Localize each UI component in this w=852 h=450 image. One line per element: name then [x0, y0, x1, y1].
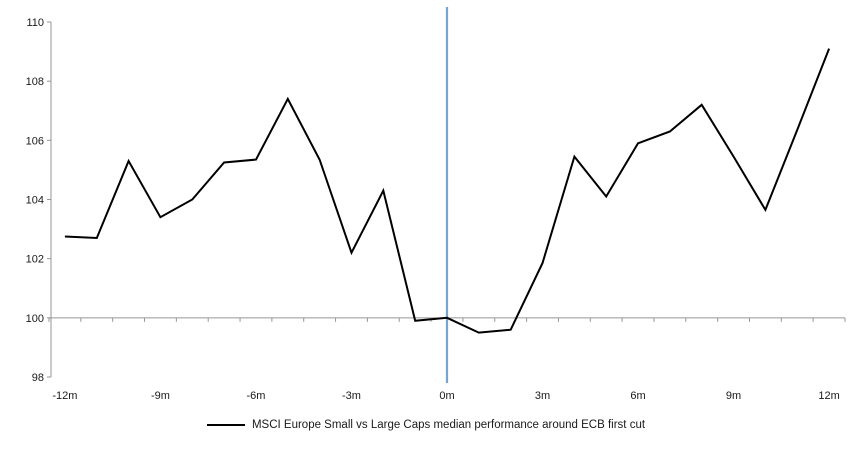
y-axis-tick-label: 98: [32, 372, 44, 384]
x-axis-tick-label: 0m: [439, 390, 454, 402]
y-axis-tick-label: 102: [26, 254, 44, 266]
x-axis-tick-label: 12m: [818, 390, 839, 402]
series-line: [64, 48, 831, 334]
chart-legend: MSCI Europe Small vs Large Caps median p…: [0, 419, 852, 431]
legend-label: MSCI Europe Small vs Large Caps median p…: [251, 419, 646, 431]
x-axis-tick-label: 9m: [726, 390, 741, 402]
x-axis-tick-label: -3m: [342, 390, 361, 402]
x-axis-tick-label: 6m: [630, 390, 645, 402]
y-axis-tick-label: 106: [26, 135, 44, 147]
x-axis-tick-label: 3m: [535, 390, 550, 402]
x-axis-tick-label: -9m: [151, 390, 170, 402]
y-axis-tick-label: 104: [26, 195, 44, 207]
y-axis-tick-label: 108: [26, 76, 44, 88]
x-axis-tick-label: -6m: [246, 390, 265, 402]
x-axis-tick-label: -12m: [52, 390, 77, 402]
y-axis-tick-label: 110: [26, 17, 44, 29]
y-axis-tick-label: 100: [26, 313, 44, 325]
legend-line-sample-icon: [206, 424, 245, 426]
